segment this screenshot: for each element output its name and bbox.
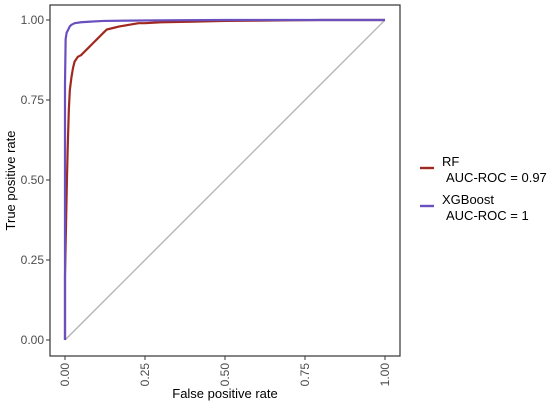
legend-auc-rf: AUC-ROC = 0.97 xyxy=(446,170,547,185)
x-tick-label: 1.00 xyxy=(378,363,392,387)
y-tick-label: 0.50 xyxy=(21,173,45,187)
y-axis-ticks: 0.00 0.25 0.50 0.75 1.00 xyxy=(21,13,50,347)
x-tick-label: 0.00 xyxy=(58,363,72,387)
y-tick-label: 0.75 xyxy=(21,93,45,107)
reference-diagonal-layer xyxy=(64,19,386,341)
series-line-xgboost xyxy=(63,18,385,340)
x-axis-ticks: 0.00 0.25 0.50 0.75 1.00 xyxy=(58,356,392,386)
reference-diagonal-line xyxy=(64,19,386,341)
y-tick-label: 0.25 xyxy=(21,253,45,267)
legend-auc-xgboost: AUC-ROC = 1 xyxy=(446,208,529,223)
series-line-rf xyxy=(63,18,385,340)
y-tick-label: 1.00 xyxy=(21,13,45,27)
legend-label-xgboost: XGBoost xyxy=(442,192,494,207)
y-axis-title: True positive rate xyxy=(3,131,18,231)
legend-label-rf: RF xyxy=(442,154,459,169)
series-layer xyxy=(63,18,385,340)
x-tick-label: 0.75 xyxy=(298,363,312,387)
x-axis-title: False positive rate xyxy=(172,386,278,401)
x-tick-label: 0.50 xyxy=(218,363,232,387)
y-tick-label: 0.00 xyxy=(21,333,45,347)
x-tick-label: 0.25 xyxy=(138,363,152,387)
